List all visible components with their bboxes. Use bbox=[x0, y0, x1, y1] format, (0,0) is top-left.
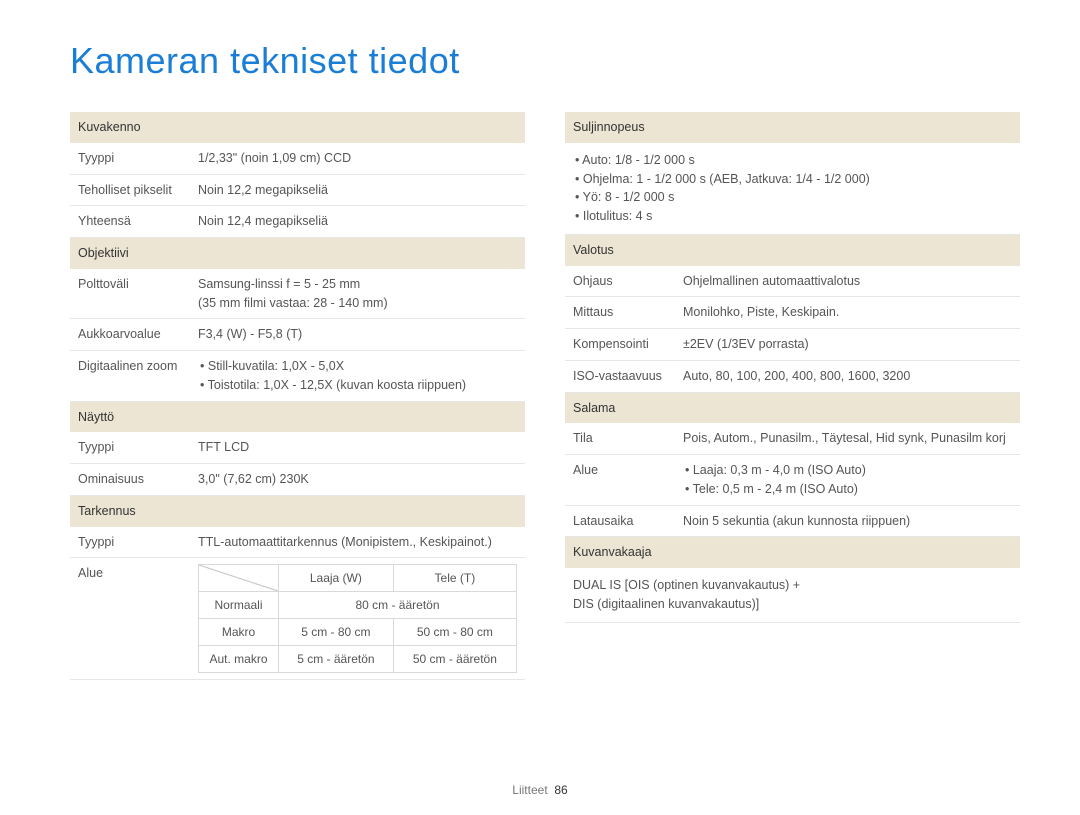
spec-value: Noin 12,4 megapikseliä bbox=[190, 206, 525, 238]
spec-label: Tila bbox=[565, 423, 675, 454]
page: Kameran tekniset tiedot Kuvakenno Tyyppi… bbox=[0, 0, 1080, 815]
cell-value: 50 cm - ääretön bbox=[393, 646, 516, 673]
cell-value: 80 cm - ääretön bbox=[279, 592, 517, 619]
spec-value-line: DUAL IS [OIS (optinen kuvanvakautus) + bbox=[573, 576, 1012, 595]
spec-label: Polttoväli bbox=[70, 269, 190, 319]
bullet-item: Auto: 1/8 - 1/2 000 s bbox=[575, 151, 1012, 170]
spec-value: 1/2,33" (noin 1,09 cm) CCD bbox=[190, 143, 525, 174]
col-header: Laaja (W) bbox=[279, 565, 394, 592]
bullet-item: Toistotila: 1,0X - 12,5X (kuvan koosta r… bbox=[200, 376, 517, 395]
section-header: Suljinnopeus bbox=[565, 112, 1020, 143]
col-header: Tele (T) bbox=[393, 565, 516, 592]
spec-value: Auto, 80, 100, 200, 400, 800, 1600, 3200 bbox=[675, 360, 1020, 392]
spec-value: Noin 5 sekuntia (akun kunnosta riippuen) bbox=[675, 505, 1020, 537]
row-label: Normaali bbox=[199, 592, 279, 619]
page-number: 86 bbox=[554, 783, 567, 797]
cell-value: 5 cm - 80 cm bbox=[279, 619, 394, 646]
spec-value: TFT LCD bbox=[190, 432, 525, 463]
columns: Kuvakenno Tyyppi1/2,33" (noin 1,09 cm) C… bbox=[70, 112, 1020, 680]
spec-label: Tyyppi bbox=[70, 432, 190, 463]
spec-table-right: Suljinnopeus Auto: 1/8 - 1/2 000 s Ohjel… bbox=[565, 112, 1020, 623]
spec-label: Alue bbox=[565, 455, 675, 506]
spec-value-line: (35 mm filmi vastaa: 28 - 140 mm) bbox=[198, 294, 517, 313]
spec-label: Kompensointi bbox=[565, 329, 675, 361]
section-header: Tarkennus bbox=[70, 495, 525, 526]
spec-value-line: DIS (digitaalinen kuvanvakautus)] bbox=[573, 595, 1012, 614]
spec-label: ISO-vastaavuus bbox=[565, 360, 675, 392]
spec-value: Samsung-linssi f = 5 - 25 mm (35 mm film… bbox=[190, 269, 525, 319]
spec-label: Alue bbox=[70, 558, 190, 680]
row-label: Makro bbox=[199, 619, 279, 646]
focus-range-table: Laaja (W) Tele (T) Normaali 80 cm - ääre… bbox=[198, 564, 517, 673]
bullet-item: Ohjelma: 1 - 1/2 000 s (AEB, Jatkuva: 1/… bbox=[575, 170, 1012, 189]
spec-value: Auto: 1/8 - 1/2 000 s Ohjelma: 1 - 1/2 0… bbox=[565, 143, 1020, 235]
spec-label: Tyyppi bbox=[70, 527, 190, 558]
cell-value: 5 cm - ääretön bbox=[279, 646, 394, 673]
spec-label: Digitaalinen zoom bbox=[70, 351, 190, 402]
bullet-item: Tele: 0,5 m - 2,4 m (ISO Auto) bbox=[685, 480, 1012, 499]
page-footer: Liitteet 86 bbox=[0, 783, 1080, 797]
spec-value: Ohjelmallinen automaattivalotus bbox=[675, 266, 1020, 297]
right-column: Suljinnopeus Auto: 1/8 - 1/2 000 s Ohjel… bbox=[565, 112, 1020, 680]
spec-label: Aukkoarvoalue bbox=[70, 319, 190, 351]
spec-label: Teholliset pikselit bbox=[70, 174, 190, 206]
bullet-item: Yö: 8 - 1/2 000 s bbox=[575, 188, 1012, 207]
bullet-item: Still-kuvatila: 1,0X - 5,0X bbox=[200, 357, 517, 376]
spec-table-left: Kuvakenno Tyyppi1/2,33" (noin 1,09 cm) C… bbox=[70, 112, 525, 680]
focus-range-cell: Laaja (W) Tele (T) Normaali 80 cm - ääre… bbox=[190, 558, 525, 680]
spec-value: Noin 12,2 megapikseliä bbox=[190, 174, 525, 206]
section-header: Valotus bbox=[565, 234, 1020, 265]
section-header: Objektiivi bbox=[70, 238, 525, 269]
spec-value: DUAL IS [OIS (optinen kuvanvakautus) + D… bbox=[565, 568, 1020, 622]
section-header: Kuvakenno bbox=[70, 112, 525, 143]
spec-label: Tyyppi bbox=[70, 143, 190, 174]
spec-value: Pois, Autom., Punasilm., Täytesal, Hid s… bbox=[675, 423, 1020, 454]
spec-label: Ominaisuus bbox=[70, 464, 190, 496]
spec-value: ±2EV (1/3EV porrasta) bbox=[675, 329, 1020, 361]
spec-value: 3,0" (7,62 cm) 230K bbox=[190, 464, 525, 496]
spec-value-line: Samsung-linssi f = 5 - 25 mm bbox=[198, 275, 517, 294]
spec-label: Yhteensä bbox=[70, 206, 190, 238]
spec-value: Still-kuvatila: 1,0X - 5,0X Toistotila: … bbox=[190, 351, 525, 402]
footer-label: Liitteet bbox=[512, 783, 547, 797]
spec-value: Monilohko, Piste, Keskipain. bbox=[675, 297, 1020, 329]
spec-label: Mittaus bbox=[565, 297, 675, 329]
section-header: Näyttö bbox=[70, 401, 525, 432]
row-label: Aut. makro bbox=[199, 646, 279, 673]
bullet-item: Ilotulitus: 4 s bbox=[575, 207, 1012, 226]
spec-value: F3,4 (W) - F5,8 (T) bbox=[190, 319, 525, 351]
spec-value: Laaja: 0,3 m - 4,0 m (ISO Auto) Tele: 0,… bbox=[675, 455, 1020, 506]
bullet-item: Laaja: 0,3 m - 4,0 m (ISO Auto) bbox=[685, 461, 1012, 480]
page-title: Kameran tekniset tiedot bbox=[70, 40, 1020, 82]
spec-label: Latausaika bbox=[565, 505, 675, 537]
section-header: Salama bbox=[565, 392, 1020, 423]
spec-value: TTL-automaattitarkennus (Monipistem., Ke… bbox=[190, 527, 525, 558]
section-header: Kuvanvakaaja bbox=[565, 537, 1020, 568]
spec-label: Ohjaus bbox=[565, 266, 675, 297]
diagonal-cell bbox=[199, 565, 279, 592]
cell-value: 50 cm - 80 cm bbox=[393, 619, 516, 646]
left-column: Kuvakenno Tyyppi1/2,33" (noin 1,09 cm) C… bbox=[70, 112, 525, 680]
